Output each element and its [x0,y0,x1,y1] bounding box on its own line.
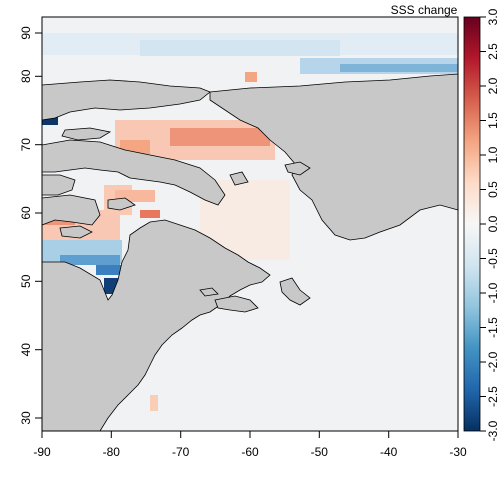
y-tick-label: 30 [19,411,33,425]
x-axis [41,431,459,438]
greenland-island [284,161,311,176]
land-masses [41,73,459,432]
colorbar-title: SSS change [391,3,458,17]
y-tick-label: 90 [19,26,33,40]
colorbar-tick-label: 2.0 [486,77,500,94]
y-tick-label: 50 [19,274,33,288]
colorbar-tick-label: 0.5 [486,181,500,198]
baffin-island [41,139,226,206]
colorbar-tick-label: -0.5 [486,248,500,269]
colorbar-tick-label: 1.0 [486,146,500,163]
colorbar-tick-label: -1.0 [486,282,500,303]
north-america-mainland [41,194,271,432]
disko-island [229,171,249,186]
y-axis [35,32,42,419]
x-tick-labels: -90 -80 -70 -60 -50 -40 -30 [33,445,467,459]
arctic-island-north [41,79,211,121]
y-tick-label: 60 [19,206,33,220]
x-tick-label: -80 [103,445,121,459]
colorbar: SSS change -3.0 -2.5 -2.0 -1.5 -1.0 -0.5 0.0 0.… [391,3,500,441]
pei [199,287,219,297]
colorbar-tick-label: 1.5 [486,112,500,129]
sss-cells [42,33,458,411]
southampton-island [107,197,136,211]
y-tick-label: 80 [19,69,33,83]
x-tick-label: -60 [241,445,259,459]
map-panel: -90 -80 -70 -60 -50 -40 -30 30 40 50 60 … [19,16,467,459]
newfoundland [279,277,311,306]
colorbar-tick-label: -2.5 [486,386,500,407]
greenland [209,73,459,241]
colorbar-ticks [480,16,486,432]
colorbar-tick-label: -2.0 [486,351,500,372]
arctic-island-mid [61,127,112,141]
y-tick-label: 70 [19,138,33,152]
x-tick-label: -40 [380,445,398,459]
colorbar-tick-label: -3.0 [486,420,500,441]
colorbar-tick-labels: -3.0 -2.5 -2.0 -1.5 -1.0 -0.5 0.0 0.5 1.0 1.5 2.0 2… [486,8,500,441]
nova-scotia [214,295,259,313]
x-tick-label: -90 [33,445,51,459]
colorbar-tick-label: 2.5 [486,43,500,60]
colorbar-tick-label: 0.0 [486,215,500,232]
x-tick-label: -30 [449,445,467,459]
x-tick-label: -50 [311,445,329,459]
colorbar-tick-label: 3.0 [486,8,500,25]
y-tick-label: 40 [19,343,33,357]
colorbar-gradient [463,16,481,432]
colorbar-tick-label: -1.5 [486,317,500,338]
hudson-island [59,225,93,239]
y-tick-labels: 30 40 50 60 70 80 90 [19,26,33,425]
dark-blue-cell [42,115,58,125]
x-tick-label: -70 [172,445,190,459]
